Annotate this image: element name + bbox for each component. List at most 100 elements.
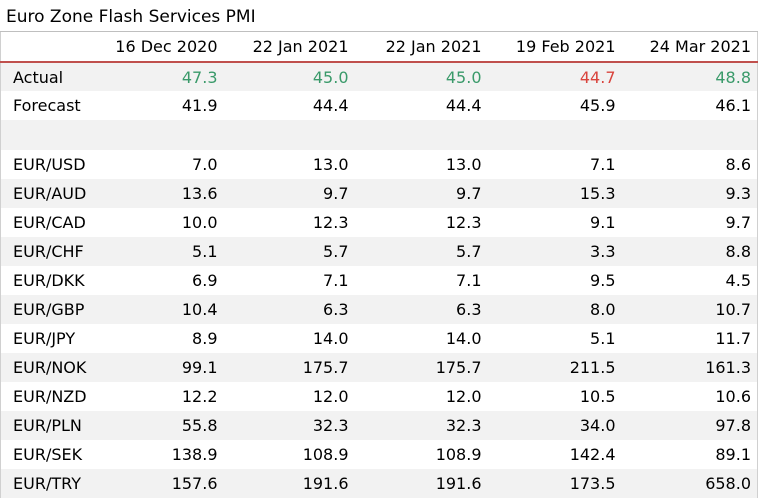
- pair-value: 9.3: [621, 179, 758, 208]
- pair-value: 191.6: [223, 469, 355, 498]
- pair-value: 108.9: [302, 445, 349, 464]
- pair-value: 12.0: [312, 387, 349, 406]
- pair-value: 9.7: [223, 179, 355, 208]
- pair-row: EUR/CHF 5.1 5.7 5.7 3.3 8.8: [0, 237, 758, 266]
- pair-value: 3.3: [487, 237, 622, 266]
- pair-value: 10.5: [579, 387, 616, 406]
- pair-value: 97.8: [621, 411, 758, 440]
- pair-value: 14.0: [312, 329, 349, 348]
- pair-value: 10.6: [715, 387, 751, 406]
- column-header: 19 Feb 2021: [487, 32, 622, 63]
- pair-label: EUR/JPY: [13, 329, 76, 348]
- pair-value: 5.7: [354, 237, 488, 266]
- pair-value: 8.6: [725, 155, 751, 174]
- spacer-row: [0, 120, 758, 150]
- pair-label: EUR/AUD: [0, 179, 93, 208]
- pair-value: 7.0: [192, 155, 218, 174]
- pair-label: EUR/USD: [13, 155, 86, 174]
- pair-value: 658.0: [621, 469, 758, 498]
- pair-label: EUR/DKK: [13, 271, 85, 290]
- pair-value: 7.1: [456, 271, 482, 290]
- column-header: 22 Jan 2021: [354, 32, 488, 63]
- pair-value: 7.1: [590, 155, 616, 174]
- pair-label: EUR/GBP: [0, 295, 93, 324]
- pair-value: 211.5: [487, 353, 622, 382]
- pair-value: 12.0: [445, 387, 482, 406]
- pair-value: 5.1: [92, 237, 224, 266]
- actual-value: 44.7: [487, 62, 622, 91]
- pair-value: 12.3: [445, 213, 482, 232]
- pair-value: 9.7: [725, 213, 751, 232]
- actual-row: Actual 47.3 45.0 45.0 44.7 48.8: [0, 62, 758, 91]
- pair-label: EUR/NOK: [0, 353, 93, 382]
- actual-value: 45.0: [223, 62, 355, 91]
- pair-label: EUR/TRY: [0, 469, 93, 498]
- forecast-value: 44.4: [312, 96, 349, 115]
- pair-value: 157.6: [92, 469, 224, 498]
- pair-row: EUR/PLN 55.8 32.3 32.3 34.0 97.8: [0, 411, 758, 440]
- column-header-label: [0, 32, 93, 63]
- forecast-value: 45.9: [579, 96, 616, 115]
- pair-value: 13.0: [445, 155, 482, 174]
- pair-row: EUR/AUD 13.6 9.7 9.7 15.3 9.3: [0, 179, 758, 208]
- pair-value: 9.5: [590, 271, 616, 290]
- pair-value: 5.1: [590, 329, 616, 348]
- pair-value: 142.4: [569, 445, 616, 464]
- pair-value: 13.6: [92, 179, 224, 208]
- actual-value: 45.0: [354, 62, 488, 91]
- pair-row: EUR/DKK 6.9 7.1 7.1 9.5 4.5: [1, 266, 758, 295]
- pair-value: 10.0: [181, 213, 218, 232]
- pair-value: 89.1: [715, 445, 751, 464]
- pair-value: 32.3: [223, 411, 355, 440]
- pair-value: 11.7: [715, 329, 751, 348]
- actual-value: 48.8: [621, 62, 758, 91]
- column-header: 22 Jan 2021: [223, 32, 355, 63]
- pair-value: 6.3: [354, 295, 488, 324]
- pair-row: EUR/GBP 10.4 6.3 6.3 8.0 10.7: [0, 295, 758, 324]
- pair-label: EUR/SEK: [13, 445, 83, 464]
- pair-row: EUR/TRY 157.6 191.6 191.6 173.5 658.0: [0, 469, 758, 498]
- pair-value: 4.5: [725, 271, 751, 290]
- pair-value: 55.8: [92, 411, 224, 440]
- pair-value: 5.7: [223, 237, 355, 266]
- pair-row: EUR/USD 7.0 13.0 13.0 7.1 8.6: [1, 150, 758, 179]
- pair-value: 12.3: [312, 213, 349, 232]
- pair-value: 175.7: [223, 353, 355, 382]
- pair-value: 99.1: [92, 353, 224, 382]
- pair-value: 9.1: [590, 213, 616, 232]
- pair-row: EUR/SEK 138.9 108.9 108.9 142.4 89.1: [1, 440, 758, 469]
- pair-value: 8.0: [487, 295, 622, 324]
- header-row: 16 Dec 2020 22 Jan 2021 22 Jan 2021 19 F…: [0, 32, 758, 63]
- pmi-table: 16 Dec 2020 22 Jan 2021 22 Jan 2021 19 F…: [0, 32, 758, 498]
- pair-label: EUR/PLN: [0, 411, 93, 440]
- spacer-cell: [0, 120, 758, 150]
- pair-value: 12.2: [181, 387, 218, 406]
- forecast-value: 44.4: [445, 96, 482, 115]
- pair-value: 7.1: [323, 271, 349, 290]
- column-header: 16 Dec 2020: [92, 32, 224, 63]
- pair-value: 175.7: [354, 353, 488, 382]
- forecast-value: 41.9: [181, 96, 218, 115]
- pair-value: 173.5: [487, 469, 622, 498]
- pair-row: EUR/CAD 10.0 12.3 12.3 9.1 9.7: [1, 208, 758, 237]
- column-header: 24 Mar 2021: [621, 32, 758, 63]
- forecast-row: Forecast 41.9 44.4 44.4 45.9 46.1: [1, 91, 758, 120]
- pair-value: 108.9: [435, 445, 482, 464]
- pair-label: EUR/NZD: [13, 387, 87, 406]
- pair-value: 10.4: [92, 295, 224, 324]
- pair-value: 191.6: [354, 469, 488, 498]
- pair-value: 161.3: [621, 353, 758, 382]
- pair-value: 13.0: [312, 155, 349, 174]
- pair-value: 8.9: [192, 329, 218, 348]
- pair-row: EUR/NOK 99.1 175.7 175.7 211.5 161.3: [0, 353, 758, 382]
- pair-value: 14.0: [445, 329, 482, 348]
- pair-value: 6.9: [192, 271, 218, 290]
- pair-value: 34.0: [487, 411, 622, 440]
- pair-value: 8.8: [621, 237, 758, 266]
- pair-row: EUR/JPY 8.9 14.0 14.0 5.1 11.7: [1, 324, 758, 353]
- pair-value: 6.3: [223, 295, 355, 324]
- forecast-value: 46.1: [715, 96, 751, 115]
- row-label: Forecast: [13, 96, 81, 115]
- pair-label: EUR/CHF: [0, 237, 93, 266]
- row-label: Actual: [0, 62, 93, 91]
